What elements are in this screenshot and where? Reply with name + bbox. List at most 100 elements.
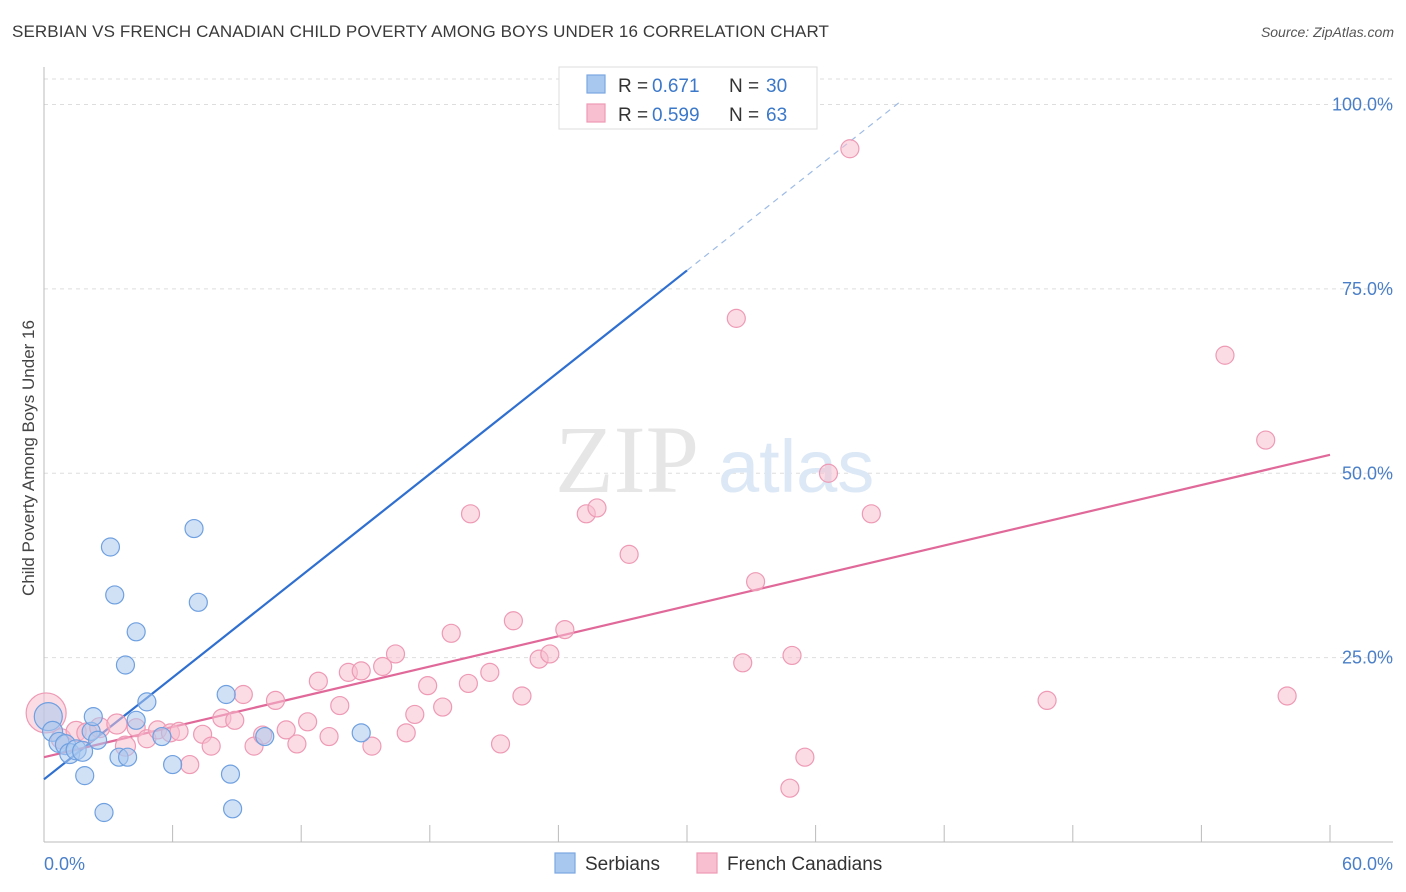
legend-swatch-french-canadians	[696, 852, 718, 874]
point-french-canadians	[726, 308, 746, 328]
point-serbians	[83, 707, 103, 727]
legend-swatch-serbians	[586, 74, 606, 94]
point-french-canadians	[1215, 345, 1235, 365]
point-serbians	[216, 684, 236, 705]
x-tick-label-max: 60.0%	[1342, 854, 1393, 874]
point-french-canadians	[180, 754, 200, 775]
point-french-canadians	[276, 720, 296, 740]
point-french-canadians	[460, 504, 481, 524]
point-french-canadians	[1037, 690, 1057, 711]
trend-line-extension	[686, 100, 902, 271]
x-tick-label-min: 0.0%	[44, 854, 85, 874]
legend-label-french-canadians: French Canadians	[727, 854, 882, 875]
point-french-canadians	[106, 713, 128, 735]
legend-n-value: 63	[766, 105, 787, 126]
watermark-atlas: atlas	[718, 425, 874, 508]
point-french-canadians	[861, 504, 881, 524]
legend-n-label: N =	[729, 76, 759, 97]
gridlines	[44, 78, 1393, 659]
point-french-canadians	[490, 734, 511, 754]
legend-swatch-serbians	[554, 852, 576, 874]
point-french-canadians	[225, 710, 245, 730]
point-serbians	[255, 726, 275, 747]
point-french-canadians	[433, 697, 453, 717]
point-serbians	[87, 730, 108, 750]
point-french-canadians	[733, 653, 753, 673]
point-french-canadians	[298, 712, 318, 732]
source-label: Source: ZipAtlas.com	[1260, 24, 1394, 40]
point-serbians	[115, 655, 136, 675]
point-serbians	[94, 802, 114, 823]
point-french-canadians	[169, 721, 189, 741]
legend-n-label: N =	[729, 105, 759, 126]
point-french-canadians	[458, 673, 478, 694]
point-french-canadians	[745, 572, 766, 592]
legend-n-value: 30	[766, 76, 787, 97]
legend-swatch-french-canadians	[586, 103, 606, 123]
y-axis-title: Child Poverty Among Boys Under 16	[19, 320, 38, 596]
point-serbians	[152, 726, 172, 747]
point-serbians	[126, 710, 146, 730]
y-tick-labels: 25.0% 50.0% 75.0% 100.0%	[1332, 95, 1393, 668]
point-serbians	[351, 723, 371, 743]
point-french-canadians	[441, 623, 461, 643]
data-points	[25, 91, 1297, 823]
point-serbians	[117, 747, 138, 767]
point-french-canadians	[308, 671, 328, 691]
point-french-canadians	[405, 704, 425, 725]
point-french-canadians	[201, 736, 221, 756]
point-serbians	[75, 766, 95, 786]
point-serbians	[163, 754, 183, 775]
point-serbians	[223, 799, 243, 819]
point-french-canadians	[1256, 430, 1276, 450]
point-french-canadians	[840, 139, 860, 159]
y-tick-label: 25.0%	[1342, 648, 1393, 668]
point-french-canadians	[555, 619, 575, 640]
legend-series: Serbians French Canadians	[554, 852, 882, 875]
watermark: ZIP atlas	[555, 406, 874, 513]
point-serbians	[137, 692, 157, 712]
y-tick-label: 100.0%	[1332, 95, 1393, 115]
point-serbians	[220, 764, 241, 784]
point-french-canadians	[362, 736, 382, 756]
point-french-canadians	[1277, 686, 1297, 706]
point-serbians	[71, 740, 94, 762]
point-french-canadians	[818, 463, 839, 483]
legend-r-label: R =	[618, 76, 648, 97]
point-french-canadians	[780, 778, 800, 798]
point-french-canadians	[351, 661, 371, 681]
legend-r-label: R =	[618, 105, 648, 126]
legend-correlation: R = 0.671 N = 30 R = 0.599 N = 63	[558, 66, 818, 130]
y-tick-label: 75.0%	[1342, 279, 1393, 299]
point-serbians	[105, 585, 125, 605]
chart-title: SERBIAN VS FRENCH CANADIAN CHILD POVERTY…	[12, 22, 830, 41]
point-french-canadians	[512, 686, 532, 706]
point-french-canadians	[503, 611, 523, 631]
point-french-canadians	[319, 726, 339, 747]
point-french-canadians	[418, 676, 438, 696]
point-french-canadians	[385, 644, 406, 664]
trend-line-french-canadians	[43, 453, 1331, 759]
point-french-canadians	[287, 734, 307, 754]
point-french-canadians	[795, 747, 815, 767]
point-serbians	[184, 518, 204, 539]
legend-label-serbians: Serbians	[585, 854, 660, 875]
point-french-canadians	[619, 544, 639, 564]
point-french-canadians	[233, 684, 253, 705]
point-french-canadians	[587, 498, 607, 518]
point-french-canadians	[396, 723, 416, 743]
point-serbians	[188, 592, 208, 612]
y-tick-label: 50.0%	[1342, 463, 1393, 483]
watermark-zip: ZIP	[555, 406, 699, 513]
point-serbians	[126, 622, 146, 642]
point-serbians	[100, 537, 121, 557]
point-french-canadians	[782, 645, 802, 666]
point-french-canadians	[373, 656, 393, 677]
legend-r-value: 0.671	[652, 76, 700, 97]
point-french-canadians	[540, 644, 560, 664]
legend-r-value: 0.599	[652, 105, 700, 126]
point-french-canadians	[265, 690, 286, 711]
axes	[43, 67, 1393, 843]
point-french-canadians	[330, 695, 350, 716]
